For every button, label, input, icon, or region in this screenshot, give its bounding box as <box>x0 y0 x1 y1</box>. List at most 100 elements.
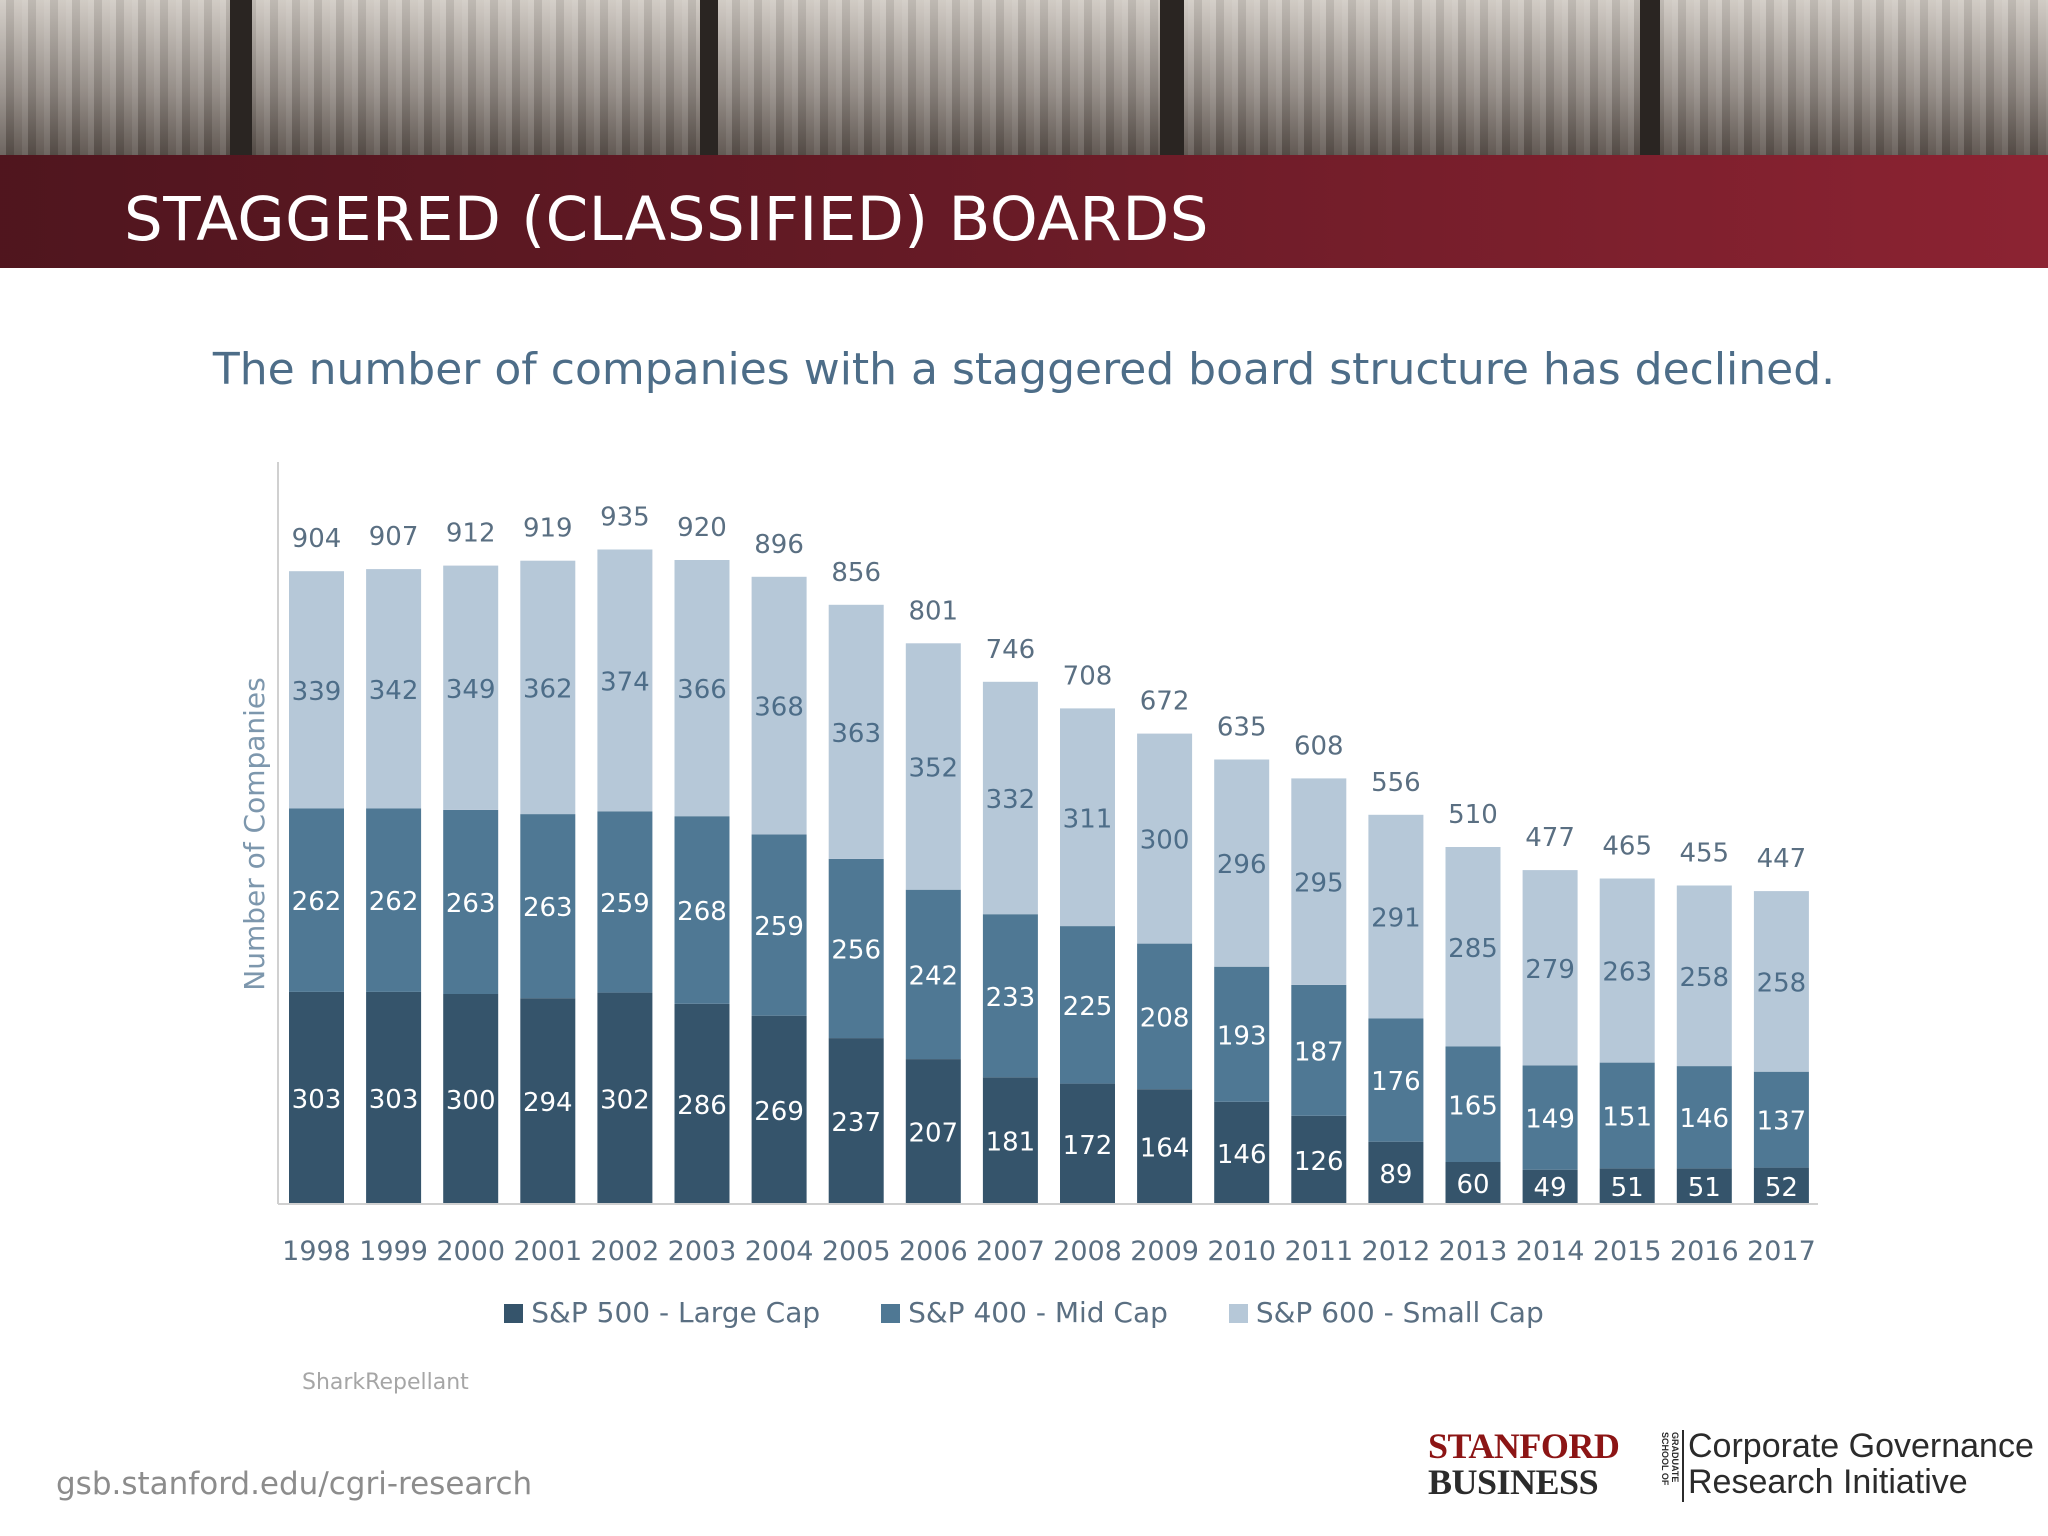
data-label-mid-cap-2004: 259 <box>754 912 804 942</box>
bar-large-cap-2012 <box>1368 1141 1424 1204</box>
legend-item-large-cap: S&P 500 - Large Cap <box>504 1296 820 1329</box>
data-label-large-cap-2014: 49 <box>1534 1173 1567 1203</box>
data-label-small-cap-2011: 295 <box>1294 869 1344 899</box>
data-label-small-cap-2014: 279 <box>1525 955 1575 985</box>
data-label-large-cap-1999: 303 <box>369 1085 419 1115</box>
data-label-small-cap-2012: 291 <box>1371 904 1421 934</box>
data-label-small-cap-2001: 362 <box>523 674 573 704</box>
x-tick-label-2007: 2007 <box>976 1236 1045 1267</box>
data-label-small-cap-2013: 285 <box>1448 934 1498 964</box>
x-tick-label-1998: 1998 <box>282 1236 351 1267</box>
x-tick-label-2017: 2017 <box>1747 1236 1816 1267</box>
bar-mid-cap-2009 <box>1137 943 1193 1090</box>
data-label-small-cap-1999: 342 <box>369 676 419 706</box>
x-tick-label-2013: 2013 <box>1439 1236 1508 1267</box>
data-label-small-cap-2009: 300 <box>1140 826 1190 856</box>
total-label-2012: 556 <box>1371 768 1421 798</box>
legend-label: S&P 400 - Mid Cap <box>908 1296 1168 1329</box>
data-label-mid-cap-2012: 176 <box>1371 1067 1421 1097</box>
bar-large-cap-2002 <box>597 992 653 1204</box>
bar-large-cap-2007 <box>982 1077 1038 1204</box>
bar-small-cap-1999 <box>366 569 422 809</box>
x-tick-label-2011: 2011 <box>1284 1236 1353 1267</box>
data-label-large-cap-2002: 302 <box>600 1085 650 1115</box>
data-label-mid-cap-2013: 165 <box>1448 1091 1498 1121</box>
data-label-large-cap-2017: 52 <box>1765 1173 1798 1203</box>
header-banner: STAGGERED (CLASSIFIED) BOARDS <box>0 0 2048 268</box>
total-label-2007: 746 <box>986 635 1036 665</box>
data-label-large-cap-2007: 181 <box>986 1128 1036 1158</box>
legend-swatch-mid-cap <box>881 1304 901 1323</box>
data-label-mid-cap-2007: 233 <box>986 983 1036 1013</box>
chart-subtitle: The number of companies with a staggered… <box>212 344 1836 395</box>
data-label-large-cap-2011: 126 <box>1294 1147 1344 1177</box>
data-label-large-cap-2010: 146 <box>1217 1140 1267 1170</box>
data-label-mid-cap-2015: 151 <box>1602 1102 1652 1132</box>
data-label-large-cap-2016: 51 <box>1688 1173 1721 1203</box>
x-tick-labels: 1998 1999 2000 2001 2002 2003 2004 2005 2006 2007… <box>282 1236 1816 1267</box>
data-label-small-cap-2003: 366 <box>677 675 727 705</box>
x-tick-label-2014: 2014 <box>1516 1236 1585 1267</box>
stacked-bar-chart: 303 262 339 904 303 262 342 907 300 263 349 912 294 2… <box>238 462 1818 1267</box>
source-note: SharkRepellant <box>302 1370 469 1395</box>
bar-mid-cap-2017 <box>1753 1071 1809 1168</box>
total-label-2014: 477 <box>1525 823 1575 853</box>
bar-small-cap-2001 <box>520 560 576 815</box>
data-label-large-cap-2008: 172 <box>1063 1131 1113 1161</box>
x-tick-label-2003: 2003 <box>668 1236 737 1267</box>
x-tick-label-2001: 2001 <box>513 1236 582 1267</box>
bar-small-cap-2014 <box>1522 870 1578 1066</box>
bar-mid-cap-2005 <box>828 858 884 1039</box>
logo-org-line2: Research Initiative <box>1688 1463 1968 1501</box>
data-label-large-cap-2001: 294 <box>523 1088 573 1118</box>
bar-mid-cap-2015 <box>1599 1062 1655 1169</box>
bar-large-cap-2015 <box>1599 1168 1655 1204</box>
x-tick-label-1999: 1999 <box>359 1236 428 1267</box>
data-label-mid-cap-2003: 268 <box>677 897 727 927</box>
data-label-small-cap-2017: 258 <box>1757 968 1807 998</box>
bar-mid-cap-2011 <box>1291 984 1347 1116</box>
data-label-small-cap-2007: 332 <box>986 785 1036 815</box>
data-label-mid-cap-2001: 263 <box>523 893 573 923</box>
legend-label: S&P 600 - Small Cap <box>1255 1296 1544 1329</box>
data-label-small-cap-2002: 374 <box>600 667 650 697</box>
data-label-large-cap-2013: 60 <box>1456 1170 1489 1200</box>
page-title: STAGGERED (CLASSIFIED) BOARDS <box>124 184 1210 255</box>
bar-large-cap-2008 <box>1060 1083 1115 1204</box>
total-label-2009: 672 <box>1140 687 1190 717</box>
bar-large-cap-2011 <box>1291 1115 1347 1204</box>
bar-mid-cap-2016 <box>1676 1066 1732 1169</box>
total-label-2011: 608 <box>1294 731 1344 761</box>
data-label-mid-cap-2014: 149 <box>1525 1105 1575 1135</box>
x-tick-label-2004: 2004 <box>745 1236 814 1267</box>
legend-label: S&P 500 - Large Cap <box>531 1296 821 1329</box>
x-tick-label-2016: 2016 <box>1670 1236 1739 1267</box>
banner-photo-pillar <box>230 0 252 155</box>
data-label-mid-cap-2008: 225 <box>1063 992 1113 1022</box>
bar-mid-cap-2013 <box>1445 1046 1501 1162</box>
x-tick-label-2000: 2000 <box>436 1236 505 1267</box>
data-label-small-cap-2010: 296 <box>1217 850 1267 880</box>
x-tick-label-2009: 2009 <box>1130 1236 1199 1267</box>
x-tick-label-2002: 2002 <box>591 1236 660 1267</box>
bar-large-cap-2006 <box>905 1059 961 1204</box>
footer-url: gsb.stanford.edu/cgri-research <box>56 1466 533 1502</box>
total-label-2001: 919 <box>523 514 573 544</box>
bars-layer <box>289 549 1809 1204</box>
bar-mid-cap-2010 <box>1214 966 1270 1102</box>
bar-mid-cap-2003 <box>674 816 730 1004</box>
bar-large-cap-2004 <box>751 1015 807 1204</box>
data-label-small-cap-2000: 349 <box>446 675 496 705</box>
total-label-2002: 935 <box>600 503 650 533</box>
data-label-mid-cap-1998: 262 <box>292 887 342 917</box>
total-label-1999: 907 <box>369 522 419 552</box>
data-label-mid-cap-2006: 242 <box>908 961 958 991</box>
x-tick-label-2008: 2008 <box>1053 1236 1122 1267</box>
data-label-small-cap-2008: 311 <box>1063 804 1113 834</box>
logo-stanford: STANFORD <box>1428 1426 1620 1466</box>
legend-item-mid-cap: S&P 400 - Mid Cap <box>881 1296 1168 1329</box>
logo-org-line1: Corporate Governance <box>1688 1427 2034 1465</box>
bar-mid-cap-2004 <box>751 834 807 1016</box>
bar-small-cap-2012 <box>1368 814 1424 1019</box>
data-label-mid-cap-2016: 146 <box>1679 1104 1729 1134</box>
